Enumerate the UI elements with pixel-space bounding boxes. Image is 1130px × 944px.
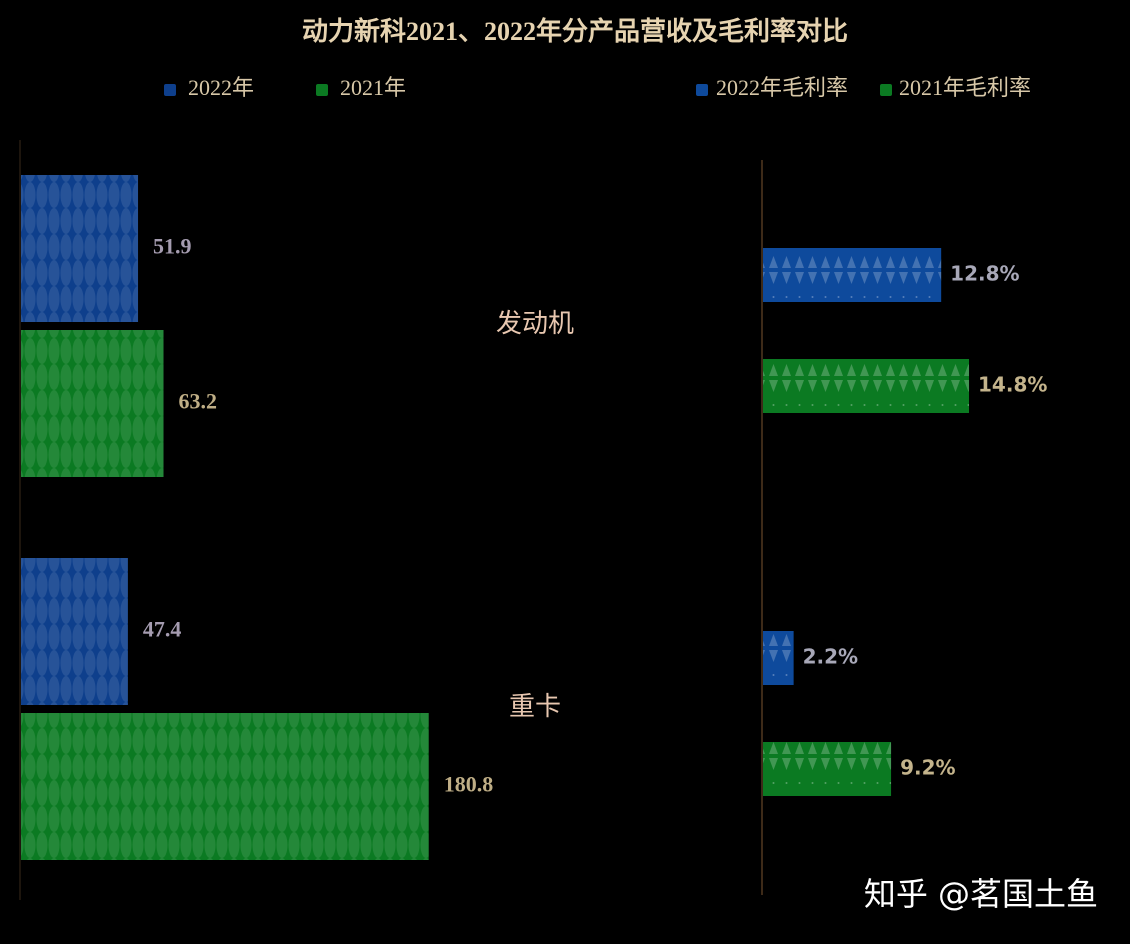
bar-texture [21,558,128,705]
legend-swatch [316,84,328,96]
value-label: 9.2% [900,756,955,780]
value-label: 51.9 [153,234,192,259]
watermark: 知乎 @茗国土鱼 [864,875,1098,913]
legend-swatch [696,84,708,96]
value-label: 12.8% [950,262,1019,286]
value-label: 63.2 [179,389,218,414]
legend-swatch [880,84,892,96]
legend-swatch [164,84,176,96]
bar-texture [21,330,164,477]
chart-title: 动力新科2021、2022年分产品营收及毛利率对比 [302,16,848,46]
value-label: 14.8% [978,373,1047,397]
bar-texture [763,359,970,413]
legend-label: 2021年毛利率 [899,75,1031,100]
bar-texture [763,631,794,685]
legend-label: 2022年毛利率 [716,75,848,100]
bar-texture [763,248,942,302]
category-label: 发动机 [496,309,574,338]
legend-label: 2021年 [340,75,406,100]
value-label: 2.2% [803,645,858,669]
bar-texture [21,713,429,860]
legend-label: 2022年 [188,75,254,100]
value-label: 180.8 [444,772,494,797]
category-label: 重卡 [509,692,561,721]
value-label: 47.4 [143,617,182,642]
bar-texture [21,175,139,322]
bar-texture [763,742,892,796]
